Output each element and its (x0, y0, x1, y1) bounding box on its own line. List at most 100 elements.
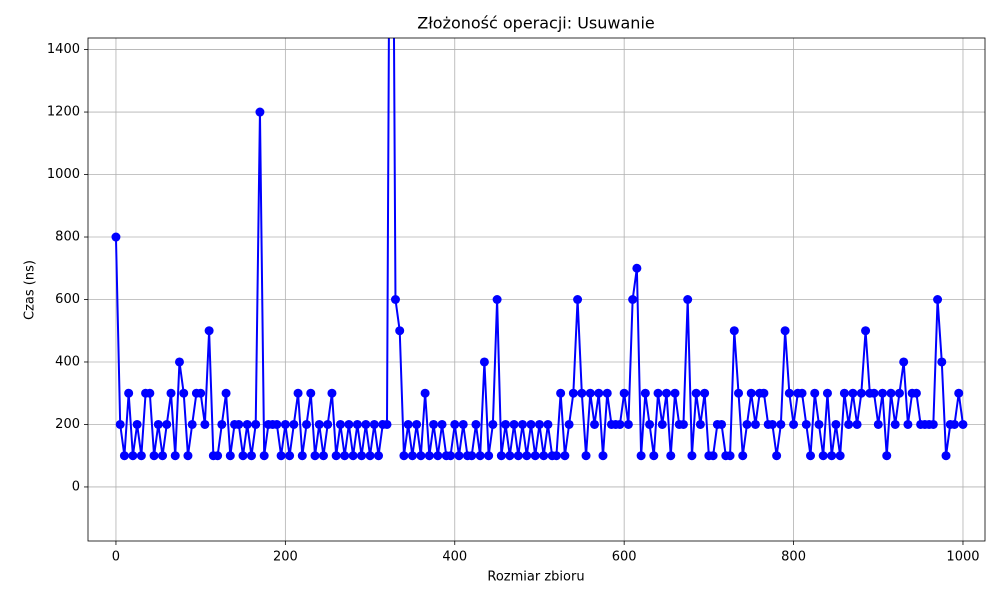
data-point (750, 419, 760, 429)
data-point (598, 451, 608, 461)
data-point (162, 419, 172, 429)
data-point (293, 388, 303, 398)
data-point (695, 419, 705, 429)
data-point (505, 451, 515, 461)
data-point (149, 451, 159, 461)
data-point (941, 451, 951, 461)
data-point (344, 419, 354, 429)
data-point (412, 419, 422, 429)
data-point (446, 451, 456, 461)
data-point (848, 388, 858, 398)
data-point (246, 451, 256, 461)
data-point (242, 419, 252, 429)
data-point (310, 451, 320, 461)
data-point (488, 419, 498, 429)
data-point (772, 451, 782, 461)
data-point (399, 451, 409, 461)
grid (88, 38, 985, 541)
data-point (844, 419, 854, 429)
data-point (530, 451, 540, 461)
data-point (725, 451, 735, 461)
data-point (115, 419, 125, 429)
data-point (886, 388, 896, 398)
y-tick-label: 1000 (47, 167, 80, 182)
data-point (289, 419, 299, 429)
data-point (450, 419, 460, 429)
data-point (285, 451, 295, 461)
data-point (340, 451, 350, 461)
data-point (306, 388, 316, 398)
data-point (958, 419, 968, 429)
data-point (158, 451, 168, 461)
data-point (183, 451, 193, 461)
data-point (454, 451, 464, 461)
data-point (856, 388, 866, 398)
data-point (166, 388, 176, 398)
data-point (700, 388, 710, 398)
data-point (390, 294, 400, 304)
data-point (416, 451, 426, 461)
data-point (407, 451, 417, 461)
data-point (882, 451, 892, 461)
data-point (352, 419, 362, 429)
data-point (878, 388, 888, 398)
data-point (365, 451, 375, 461)
data-point (852, 419, 862, 429)
x-tick-label: 0 (112, 550, 120, 565)
data-point (522, 451, 532, 461)
data-point (615, 419, 625, 429)
data-point (729, 326, 739, 336)
data-point (335, 419, 345, 429)
data-point (678, 419, 688, 429)
chart-title: Złożoność operacji: Usuwanie (417, 14, 654, 33)
data-point (213, 451, 223, 461)
x-tick-label: 400 (442, 550, 467, 565)
data-point (543, 419, 553, 429)
data-point (124, 388, 134, 398)
data-point (894, 388, 904, 398)
data-point (234, 419, 244, 429)
data-point (132, 419, 142, 429)
data-point (687, 451, 697, 461)
data-point (255, 107, 265, 117)
data-point (746, 388, 756, 398)
data-point (424, 451, 434, 461)
data-point (280, 419, 290, 429)
data-point (382, 419, 392, 429)
data-point (314, 419, 324, 429)
data-point (717, 419, 727, 429)
data-point (623, 419, 633, 429)
data-point (302, 419, 312, 429)
data-point (174, 357, 184, 367)
data-point (276, 451, 286, 461)
data-point (361, 419, 371, 429)
data-point (861, 326, 871, 336)
data-point (513, 451, 523, 461)
data-point (437, 419, 447, 429)
data-point (196, 388, 206, 398)
data-point (810, 388, 820, 398)
data-point (501, 419, 511, 429)
data-point (187, 419, 197, 429)
y-tick-label: 0 (72, 479, 80, 494)
data-point (789, 419, 799, 429)
data-point (814, 419, 824, 429)
data-point (933, 294, 943, 304)
x-tick-label: 200 (273, 550, 298, 565)
data-point (348, 451, 358, 461)
data-point (818, 451, 828, 461)
data-point (653, 388, 663, 398)
data-point (573, 294, 583, 304)
data-point (937, 357, 947, 367)
data-point (272, 419, 282, 429)
data-point (899, 357, 909, 367)
ticks: 0 200 400 600 800 1000 0 200 400 600 800 1000 1200 14… (47, 42, 980, 564)
y-tick-label: 800 (55, 230, 80, 245)
y-tick-label: 1200 (47, 105, 80, 120)
data-point (767, 419, 777, 429)
data-point (238, 451, 248, 461)
data-point (539, 451, 549, 461)
data-point (403, 419, 413, 429)
data-point (928, 419, 938, 429)
data-point (518, 419, 528, 429)
